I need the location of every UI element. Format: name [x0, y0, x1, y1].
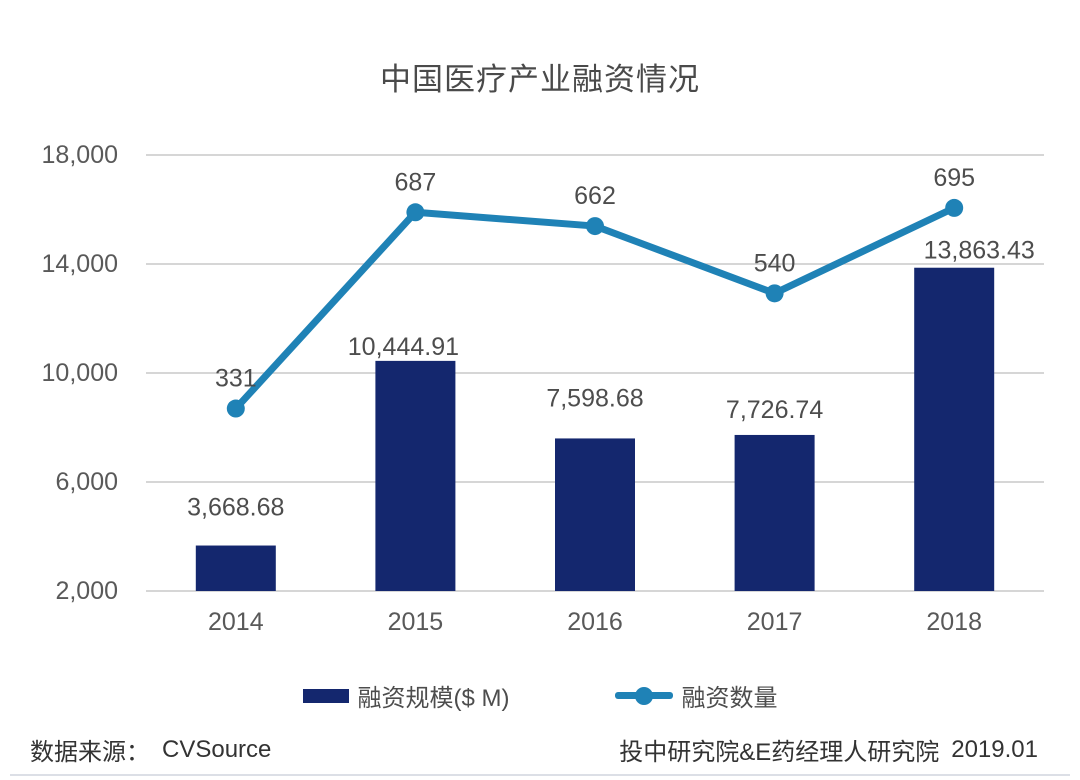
attribution-text: 投中研究院&E药经理人研究院: [619, 739, 940, 766]
line-marker-icon: [634, 686, 653, 705]
chart-legend: 融资规模($ M) 融资数量: [0, 678, 1080, 713]
legend-item-bar-series: 融资规模($ M): [302, 678, 510, 713]
bar-value-label-2018: 13,863.43: [924, 237, 1035, 265]
bar-2017: [734, 434, 815, 591]
line-series-legend-label: 融资数量: [681, 685, 778, 712]
legend-item-line-series: 融资数量: [614, 678, 778, 713]
bar-series-legend-label: 融资规模($ M): [357, 685, 510, 712]
line-value-label-2015: 687: [395, 168, 437, 196]
combo-chart: 18,000 14,000 10,000 6,000 2,000 3,668.68 10,4…: [42, 141, 1044, 636]
y-axis-tick-label: 14,000: [42, 250, 118, 278]
y-axis-tick-label: 2,000: [55, 577, 118, 605]
line-series: [232, 204, 958, 413]
y-axis-tick-label: 6,000: [55, 468, 118, 496]
line-point-2018: [945, 198, 964, 217]
line-value-label-2014: 331: [215, 365, 257, 393]
x-axis-label-2016: 2016: [567, 608, 623, 636]
bottom-divider: [10, 774, 1070, 776]
line-point-2016: [586, 217, 604, 236]
line-point-2015: [406, 203, 425, 222]
chart-title: 中国医疗产业融资情况: [380, 62, 700, 97]
line-value-label-2016: 662: [574, 182, 616, 210]
bar-2018: [914, 267, 995, 591]
line-value-label-2017: 540: [754, 249, 796, 277]
bar-2014: [195, 545, 276, 591]
y-axis-tick-label: 18,000: [42, 141, 118, 169]
line-point-2014: [226, 399, 245, 418]
x-axis-label-2018: 2018: [926, 608, 982, 636]
data-source-label: 数据来源：: [30, 739, 150, 766]
bar-series-swatch-icon: [302, 688, 349, 703]
publish-date: 2019.01: [951, 735, 1038, 763]
bar-2016: [555, 438, 635, 591]
x-axis-label-2015: 2015: [388, 608, 444, 636]
y-axis-tick-label: 10,000: [42, 359, 118, 387]
x-axis-label-2017: 2017: [747, 608, 803, 636]
bar-2015: [375, 360, 456, 591]
line-series-swatch-icon: [614, 686, 673, 705]
data-source-value: CVSource: [162, 735, 272, 763]
data-source: 数据来源： CVSource: [30, 732, 271, 767]
bar-value-label-2017: 7,726.74: [726, 396, 823, 424]
bar-value-label-2014: 3,668.68: [187, 494, 284, 522]
bar-value-label-2016: 7,598.68: [546, 384, 643, 412]
attribution: 投中研究院&E药经理人研究院 2019.01: [619, 732, 1038, 767]
line-point-2017: [765, 284, 784, 303]
chart-footer: 数据来源： CVSource 投中研究院&E药经理人研究院 2019.01: [0, 732, 1080, 767]
line-value-label-2018: 695: [933, 164, 975, 192]
x-axis-label-2014: 2014: [208, 608, 264, 636]
bar-value-label-2015: 10,444.91: [348, 333, 459, 361]
